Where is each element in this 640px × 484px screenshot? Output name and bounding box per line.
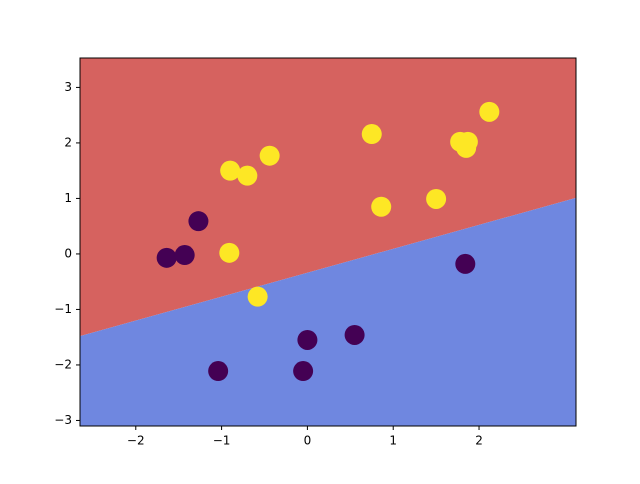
x-tick-label: −2 (127, 434, 145, 448)
point (188, 211, 209, 232)
point (479, 101, 500, 122)
regions (80, 58, 576, 426)
point (208, 361, 229, 382)
x-tick-label: 0 (304, 434, 312, 448)
region-below (80, 197, 576, 426)
point (371, 196, 392, 217)
y-tick-label: −1 (54, 302, 72, 316)
y-tick-label: 3 (64, 80, 72, 94)
point (361, 124, 382, 145)
point (456, 137, 477, 158)
point (455, 253, 476, 274)
y-tick-label: −2 (54, 357, 72, 371)
point (344, 324, 365, 345)
point (259, 145, 280, 166)
points (156, 101, 500, 382)
axes: −2 −1 0 1 2 −3 −2 −1 0 1 2 3 (54, 80, 483, 448)
point (297, 329, 318, 350)
point (426, 188, 447, 209)
region-above (80, 58, 576, 337)
point (247, 286, 268, 307)
y-tick-label: 2 (64, 135, 72, 149)
x-tick-label: 1 (389, 434, 397, 448)
point (220, 160, 241, 181)
y-tick-label: −3 (54, 413, 72, 427)
plot-frame (79, 57, 577, 427)
point (174, 245, 195, 266)
point (219, 242, 240, 263)
x-tick-label: −1 (213, 434, 231, 448)
y-tick-label: 0 (64, 246, 72, 260)
y-tick-label: 1 (64, 191, 72, 205)
point (237, 165, 258, 186)
x-tick-label: 2 (475, 434, 483, 448)
point (156, 247, 177, 268)
point (293, 361, 314, 382)
